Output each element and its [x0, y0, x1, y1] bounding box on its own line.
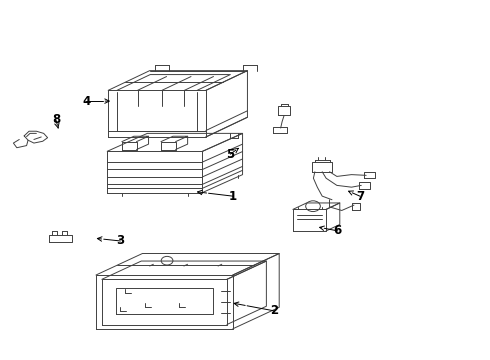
- Text: 5: 5: [226, 148, 235, 161]
- Text: 6: 6: [334, 224, 342, 238]
- Text: 8: 8: [52, 113, 60, 126]
- Text: 4: 4: [82, 95, 90, 108]
- Text: 1: 1: [229, 190, 237, 203]
- Text: 3: 3: [116, 234, 124, 247]
- Text: 2: 2: [270, 305, 278, 318]
- Text: 7: 7: [356, 190, 364, 203]
